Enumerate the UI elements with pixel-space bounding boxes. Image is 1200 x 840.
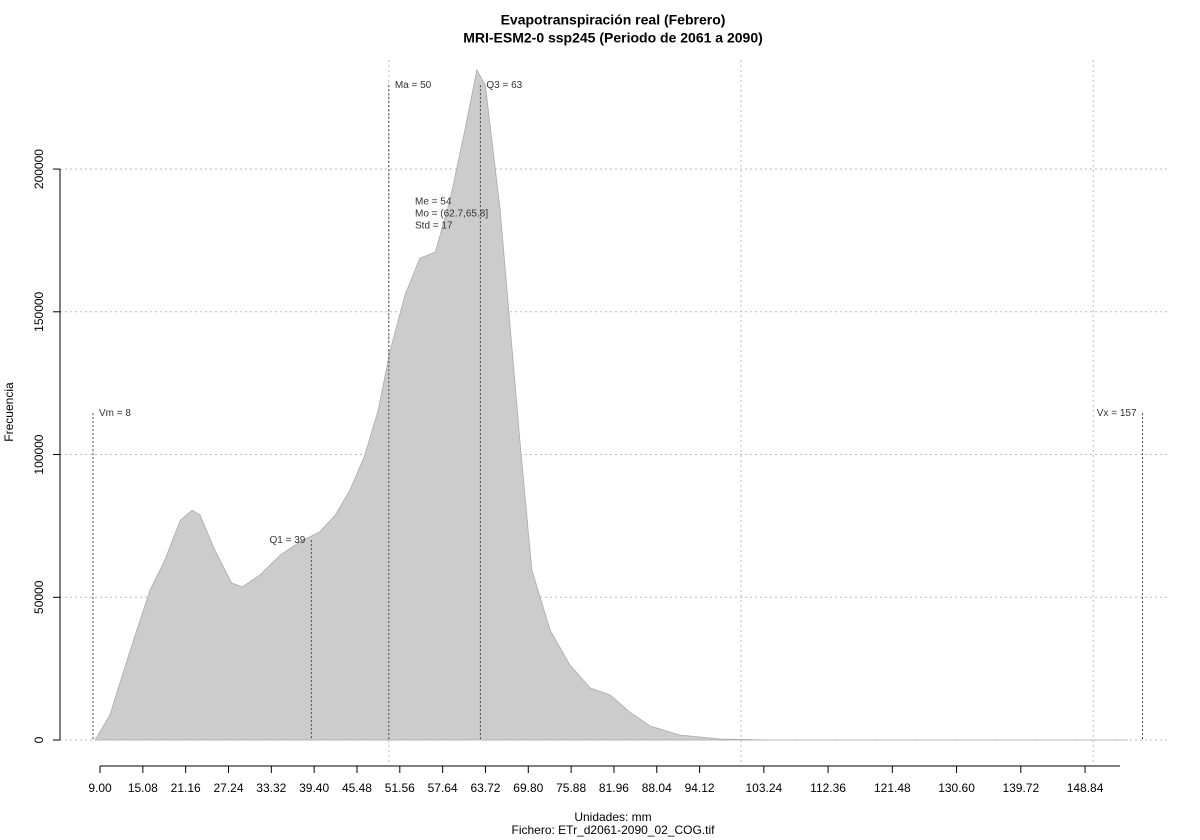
y-tick-label: 50000 (32, 580, 46, 614)
x-tick-label: 63.72 (470, 781, 500, 795)
x-tick-label: 121.48 (874, 781, 911, 795)
x-tick-label: 27.24 (213, 781, 243, 795)
stat-label: Std = 17 (415, 221, 453, 232)
x-tick-label: 15.08 (128, 781, 158, 795)
x-tick-label: 51.56 (385, 781, 415, 795)
y-tick-label: 150000 (32, 291, 46, 331)
x-tick-label: 39.40 (299, 781, 329, 795)
x-tick-label: 81.96 (599, 781, 629, 795)
x-tick-label: 33.32 (256, 781, 286, 795)
x-tick-label: 69.80 (513, 781, 543, 795)
chart-subtitle: MRI-ESM2-0 ssp245 (Periodo de 2061 a 209… (463, 30, 763, 46)
y-tick-label: 200000 (32, 149, 46, 189)
y-tick-label: 100000 (32, 434, 46, 474)
x-tick-label: 9.00 (88, 781, 112, 795)
x-tick-label: 21.16 (171, 781, 201, 795)
annotation-label: Q3 = 63 (486, 80, 522, 91)
x-tick-label: 103.24 (745, 781, 782, 795)
chart-title: Evapotranspiración real (Febrero) (501, 12, 726, 28)
x-tick-label: 94.12 (685, 781, 715, 795)
x-axis-label: Unidades: mm (574, 810, 651, 824)
annotation-label: Vx = 157 (1097, 408, 1137, 419)
y-tick-label: 0 (32, 736, 46, 743)
x-tick-label: 75.88 (556, 781, 586, 795)
x-tick-label: 130.60 (938, 781, 975, 795)
y-axis-label: Frecuencia (2, 382, 16, 442)
x-tick-label: 148.84 (1067, 781, 1104, 795)
x-tick-label: 88.04 (642, 781, 672, 795)
stat-label: Me = 54 (415, 197, 452, 208)
x-tick-label: 45.48 (342, 781, 372, 795)
stat-label: Mo = (62.7,65.8] (415, 209, 488, 220)
x-tick-label: 139.72 (1002, 781, 1039, 795)
annotation-label: Vm = 8 (99, 408, 131, 419)
caption: Fichero: ETr_d2061-2090_02_COG.tif (512, 823, 716, 837)
x-tick-label: 57.64 (428, 781, 458, 795)
x-tick-label: 112.36 (810, 781, 846, 795)
annotation-label: Q1 = 39 (269, 535, 305, 546)
annotation-label: Ma = 50 (395, 80, 432, 91)
density-area (94, 68, 1128, 741)
